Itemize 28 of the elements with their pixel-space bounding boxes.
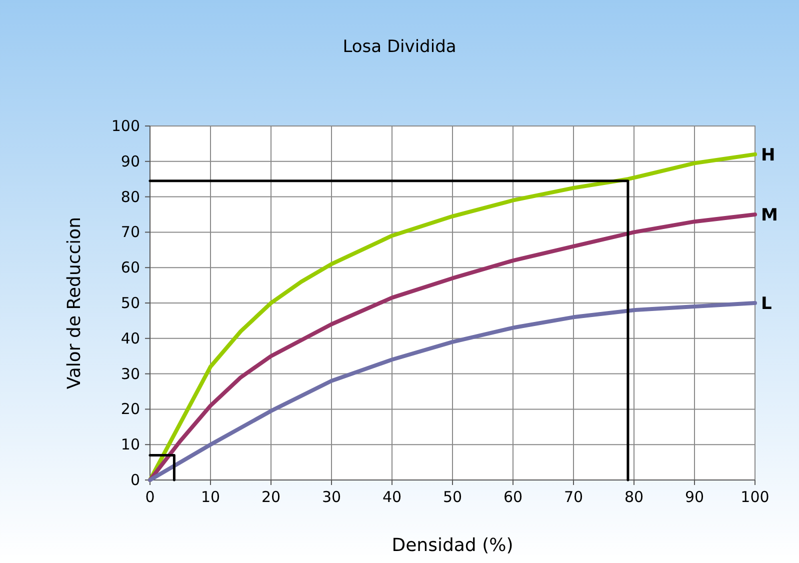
y-tick-label: 40	[120, 329, 140, 348]
y-tick-label: 90	[120, 152, 140, 170]
y-tick-label: 80	[120, 188, 140, 206]
y-tick-label: 10	[120, 436, 140, 454]
x-tick-label: 60	[503, 488, 523, 506]
y-tick-label: 30	[120, 364, 140, 383]
x-tick-label: 40	[382, 488, 402, 506]
x-tick-label: 100	[740, 488, 770, 506]
series-label: L	[761, 294, 772, 314]
y-axis-title: Valor de Reduccion	[64, 216, 85, 390]
y-tick-label: 70	[120, 223, 140, 242]
x-tick-label: 20	[261, 488, 281, 506]
x-axis-title: Densidad (%)	[392, 535, 514, 556]
x-tick-label: 30	[322, 488, 342, 506]
x-tick-label: 50	[442, 488, 462, 506]
y-tick-label: 100	[111, 117, 140, 135]
x-tick-label: 70	[564, 488, 584, 506]
x-tick-label: 90	[684, 488, 704, 506]
x-tick-label: 10	[200, 488, 220, 506]
y-tick-label: 0	[130, 471, 140, 489]
y-tick-label: 20	[120, 400, 140, 418]
series-label: H	[761, 145, 776, 166]
x-tick-label: 80	[624, 488, 644, 506]
y-tick-label: 60	[120, 258, 140, 277]
series-label: M	[761, 206, 778, 226]
chart-title: Losa Dividida	[342, 37, 456, 57]
y-tick-label: 50	[120, 294, 140, 312]
x-tick-label: 0	[145, 488, 155, 506]
